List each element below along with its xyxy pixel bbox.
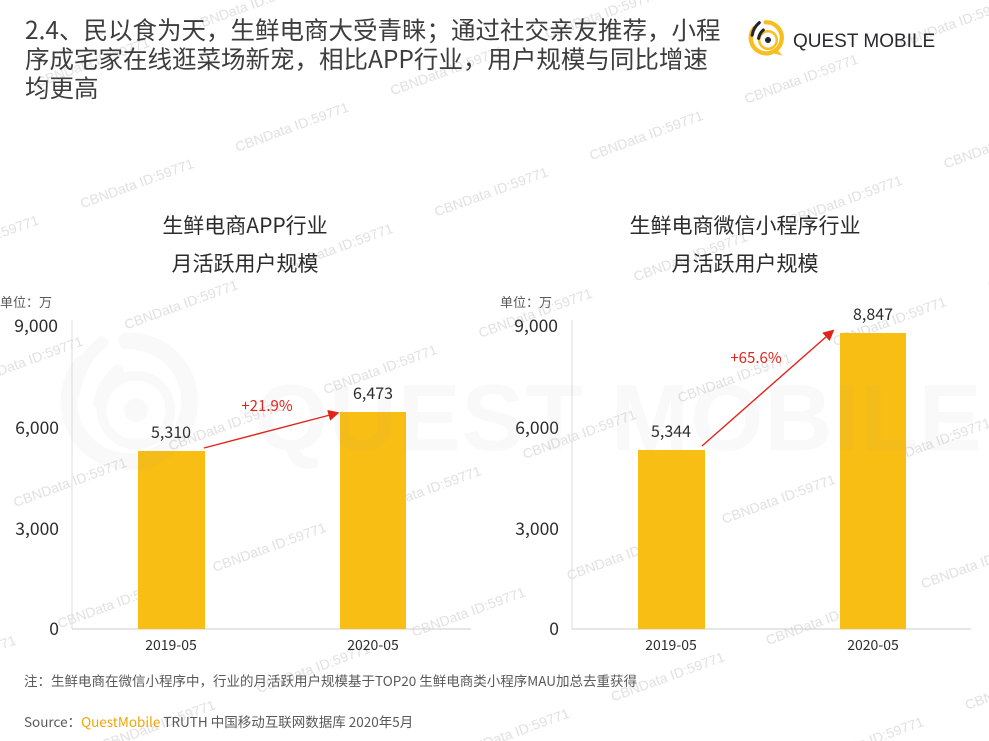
svg-text:5,344: 5,344 (651, 418, 691, 442)
svg-text:9,000: 9,000 (14, 313, 58, 338)
svg-text:2020-05: 2020-05 (347, 635, 399, 655)
svg-text:6,000: 6,000 (515, 415, 559, 440)
svg-text:2019-05: 2019-05 (645, 635, 697, 655)
svg-text:2020-05: 2020-05 (847, 635, 899, 655)
svg-text:5,310: 5,310 (151, 419, 191, 443)
svg-text:9,000: 9,000 (514, 313, 558, 338)
svg-text:+65.6%: +65.6% (730, 347, 781, 368)
svg-text:3,000: 3,000 (515, 516, 559, 541)
svg-text:8,847: 8,847 (853, 301, 893, 325)
svg-text:0: 0 (549, 616, 559, 641)
svg-text:6,473: 6,473 (353, 380, 393, 404)
svg-text:6,000: 6,000 (15, 415, 59, 440)
svg-text:2019-05: 2019-05 (145, 635, 197, 655)
svg-text:3,000: 3,000 (15, 516, 59, 541)
svg-text:QUEST MOBILE: QUEST MOBILE (793, 31, 935, 52)
svg-text:0: 0 (49, 616, 59, 641)
svg-text:+21.9%: +21.9% (241, 395, 292, 416)
